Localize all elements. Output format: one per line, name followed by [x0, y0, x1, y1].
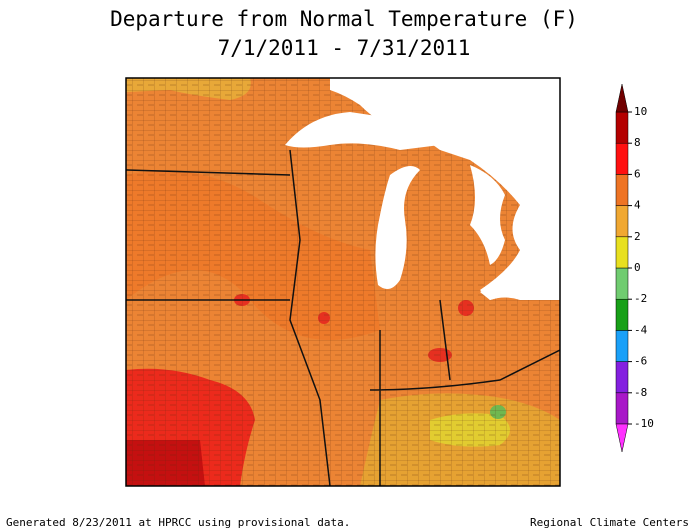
- footer-right: Regional Climate Centers: [530, 516, 688, 529]
- lake-michigan: [375, 166, 420, 289]
- legend-tick-label: 6: [634, 167, 641, 180]
- legend-bin: [615, 267, 629, 300]
- legend-tick-label: 8: [634, 136, 641, 149]
- legend-under: [615, 423, 629, 453]
- subtitle: 7/1/2011 - 7/31/2011: [218, 36, 471, 60]
- legend-bin: [615, 142, 629, 175]
- legend-bin: [615, 392, 629, 425]
- legend-tick-label: -10: [634, 417, 654, 430]
- lake-huron: [470, 165, 505, 265]
- title: Departure from Normal Temperature (F): [110, 7, 578, 31]
- lake-superior: [285, 112, 440, 150]
- legend-bin: [615, 174, 629, 206]
- legend-tick-label: -8: [634, 386, 647, 399]
- legend-bin: [615, 298, 629, 331]
- legend-bin: [615, 361, 629, 394]
- legend-tick-label: 10: [634, 105, 647, 118]
- legend-bin: [615, 111, 629, 144]
- legend-tick-label: -4: [634, 323, 648, 336]
- legend-tick-label: 4: [634, 199, 641, 212]
- legend-bin: [615, 236, 629, 269]
- footer-left: Generated 8/23/2011 at HPRCC using provi…: [6, 516, 350, 529]
- legend-bin: [615, 330, 629, 362]
- legend-bin: [615, 205, 629, 238]
- legend-tick-label: -2: [634, 292, 647, 305]
- color-legend: 10 8 6 4 2 0 -2 -4 -6 -8 -10: [615, 83, 654, 453]
- lake-erie: [480, 265, 555, 300]
- state-borders: [126, 149, 560, 486]
- legend-over: [615, 83, 629, 113]
- legend-tick-label: 0: [634, 261, 641, 274]
- map-frame: [125, 77, 561, 487]
- legend-tick-label: 2: [634, 230, 641, 243]
- legend-tick-label: -6: [634, 355, 647, 368]
- canada-and-lakes: [330, 78, 560, 300]
- map: [126, 78, 560, 486]
